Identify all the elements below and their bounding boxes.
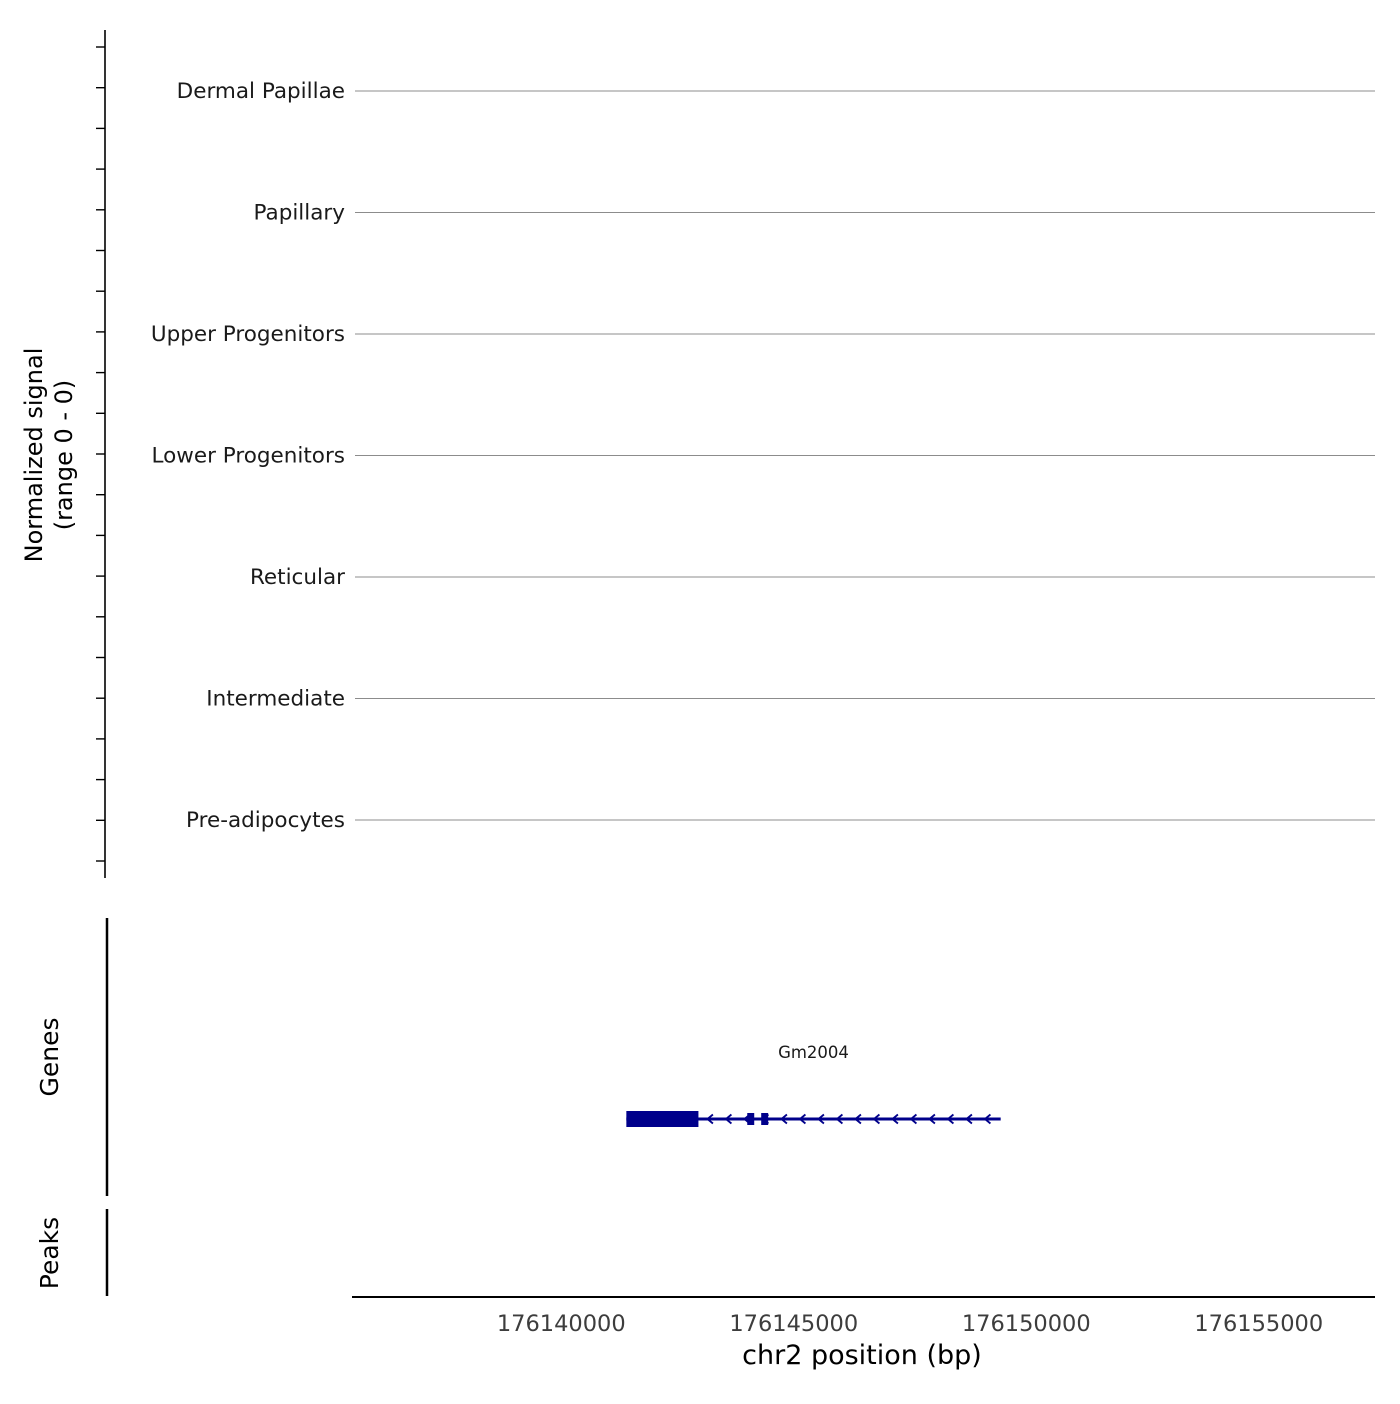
y-axis-label-line1: Normalized signal bbox=[20, 348, 48, 563]
signal-track-label: Lower Progenitors bbox=[152, 444, 345, 469]
gene-strand-arrow bbox=[817, 1113, 825, 1125]
gene-strand-arrow bbox=[724, 1113, 732, 1125]
genes-section: Gm2004 bbox=[105, 918, 1001, 1196]
gene-strand-arrow bbox=[983, 1113, 991, 1125]
gene-strand-arrow bbox=[965, 1113, 973, 1125]
signal-track-label: Papillary bbox=[254, 201, 346, 226]
signal-track-label: Upper Progenitors bbox=[151, 322, 345, 347]
x-tick-label: 176140000 bbox=[497, 1311, 626, 1337]
gene-strand-arrow bbox=[891, 1113, 899, 1125]
x-axis: 176140000 176145000 176150000 176155000 bbox=[352, 1296, 1375, 1337]
signal-track-label: Intermediate bbox=[206, 687, 345, 712]
signal-track-label: Pre-adipocytes bbox=[186, 808, 345, 833]
gene-strand-arrow bbox=[872, 1113, 880, 1125]
gene-exon-thick bbox=[626, 1111, 699, 1127]
genes-section-label: Genes bbox=[35, 1017, 64, 1096]
gene-strand-arrow bbox=[798, 1113, 806, 1125]
x-axis-label: chr2 position (bp) bbox=[742, 1340, 982, 1371]
gene-strand-arrow bbox=[946, 1113, 954, 1125]
gene-strand-arrow bbox=[909, 1113, 917, 1125]
peaks-section-label: Peaks bbox=[35, 1217, 64, 1289]
gene-exon bbox=[747, 1113, 755, 1125]
signal-track-label: Dermal Papillae bbox=[177, 79, 345, 104]
x-tick-label: 176150000 bbox=[962, 1311, 1091, 1337]
gene-strand-arrow bbox=[928, 1113, 936, 1125]
gene-strand-arrow bbox=[854, 1113, 862, 1125]
gene-name-label: Gm2004 bbox=[778, 1043, 849, 1062]
x-tick-label: 176145000 bbox=[729, 1311, 858, 1337]
gene-exon bbox=[761, 1113, 769, 1125]
x-tick-label: 176155000 bbox=[1194, 1311, 1323, 1337]
gene-strand-arrow bbox=[743, 1113, 751, 1125]
gene-strand-arrow bbox=[761, 1113, 769, 1125]
gene-strand-arrow bbox=[780, 1113, 788, 1125]
gene-strand-arrow bbox=[706, 1113, 714, 1125]
y-axis-label-line2: (range 0 - 0) bbox=[50, 380, 78, 531]
signal-track-label: Reticular bbox=[250, 565, 345, 590]
signal-tracks-section: Dermal Papillae Papillary Upper Progenitor… bbox=[96, 30, 1375, 878]
gene-strand-arrow bbox=[835, 1113, 843, 1125]
